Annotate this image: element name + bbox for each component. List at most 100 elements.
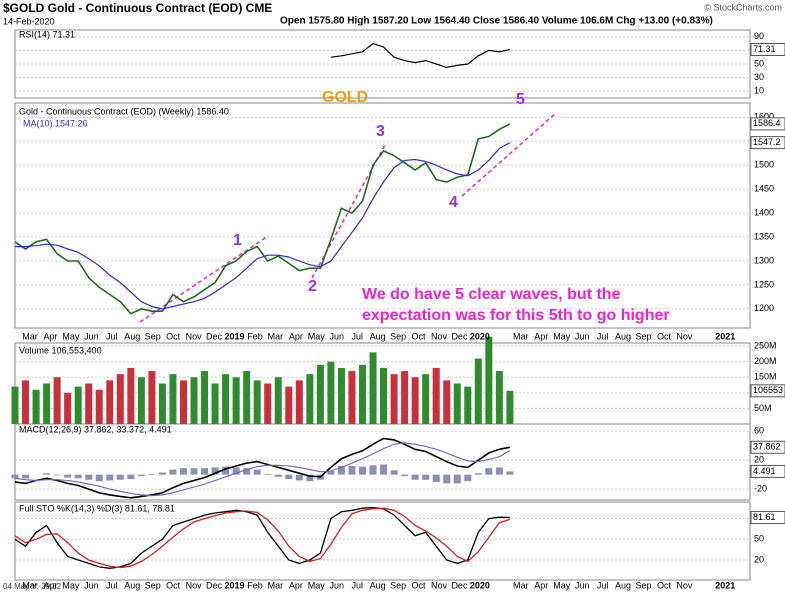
y-tick-label: 150M — [754, 372, 777, 382]
histogram-bar — [95, 474, 103, 482]
volume-bar — [106, 380, 114, 424]
x-tick-label: Oct — [412, 331, 427, 341]
y-tick-label: 50M — [754, 403, 772, 413]
x-tick-label: Jun — [84, 331, 99, 341]
volume-bar — [243, 371, 251, 424]
x-tick-label: Mar — [22, 331, 38, 341]
volume-bar — [495, 371, 503, 424]
y-tick-label: 50 — [754, 58, 764, 68]
histogram-bar — [443, 474, 451, 484]
volume-bar — [158, 383, 166, 424]
x-tick-label: Sep — [145, 331, 161, 341]
legend-label: Full STO %K(14,3) %D(3) 81.61, 78.81 — [19, 503, 175, 513]
volume-bar — [64, 392, 72, 424]
legend-label: Volume 106,553,400 — [19, 345, 102, 355]
x-tick-label: Jun — [329, 580, 344, 590]
x-tick-label: Jun — [575, 331, 590, 341]
legend-label: RSI(14) 71.31 — [19, 29, 75, 39]
y-tick-label: 90 — [754, 31, 764, 41]
y-tick-label: 1450 — [754, 184, 774, 194]
legend-label: MACD(12,26,9) 37.862, 33.372, 4.491 — [19, 424, 172, 434]
volume-bar — [453, 383, 461, 424]
annotation: 3 — [376, 123, 385, 140]
series-line — [14, 442, 511, 497]
x-tick-label: May — [308, 580, 326, 590]
annotation: We do have 5 clear waves, but the — [362, 286, 621, 303]
volume-bar — [337, 367, 345, 424]
volume-bar — [74, 386, 82, 424]
x-tick-label: Aug — [124, 580, 140, 590]
value-box-label: 1586.4 — [753, 118, 781, 128]
y-tick-label: 1300 — [754, 255, 774, 265]
volume-bar — [127, 367, 135, 424]
x-tick-label: Sep — [390, 580, 406, 590]
x-tick-label: Feb — [247, 331, 263, 341]
y-tick-label: 1500 — [754, 160, 774, 170]
histogram-bar — [158, 472, 166, 475]
volume-bar — [380, 367, 388, 424]
volume-bar — [390, 374, 398, 424]
histogram-bar — [401, 474, 409, 477]
x-tick-label: Aug — [370, 331, 386, 341]
value-box — [750, 384, 785, 398]
series-line — [14, 506, 510, 569]
x-tick-label: Apr — [534, 580, 548, 590]
annotation: expectation was for this 5th to go highe… — [362, 307, 670, 324]
x-tick-label: Mar — [22, 580, 38, 590]
value-box-label: 37.862 — [753, 442, 781, 452]
histogram-bar — [380, 464, 388, 475]
histogram-bar — [179, 468, 187, 475]
histogram-bar — [348, 465, 356, 475]
x-tick-label: May — [553, 331, 571, 341]
histogram-bar — [127, 474, 135, 480]
histogram-bar — [327, 471, 335, 475]
x-tick-label: Jul — [351, 331, 363, 341]
x-tick-label: Nov — [676, 580, 693, 590]
volume-bar — [411, 377, 419, 424]
value-box — [750, 510, 785, 524]
series-line — [14, 123, 511, 315]
legend-label: MA(10) 1547.26 — [23, 118, 88, 128]
x-tick-label: 2019 — [224, 580, 244, 590]
histogram-bar — [285, 474, 293, 480]
x-tick-label: Mar — [268, 331, 284, 341]
histogram-bar — [43, 473, 51, 475]
histogram-bar — [74, 474, 82, 479]
value-box — [750, 117, 785, 131]
series-line — [14, 507, 511, 569]
x-tick-label: Dec — [451, 331, 468, 341]
x-tick-label: Jul — [106, 580, 118, 590]
x-tick-label: May — [62, 580, 80, 590]
volume-bar — [432, 367, 440, 424]
x-tick-label: Sep — [635, 331, 651, 341]
x-tick-label: Apr — [534, 331, 548, 341]
histogram-bar — [390, 470, 398, 475]
y-tick-label: 60 — [754, 426, 764, 436]
x-tick-label: Nov — [431, 580, 448, 590]
histogram-bar — [422, 474, 430, 480]
x-tick-label: Dec — [206, 331, 223, 341]
value-box — [750, 464, 785, 478]
histogram-bar — [358, 466, 366, 475]
y-tick-label: 20 — [754, 554, 764, 564]
volume-bar — [85, 383, 93, 424]
series-line — [14, 437, 511, 499]
histogram-bar — [464, 474, 472, 482]
volume-bar — [485, 336, 493, 424]
x-tick-label: 2020 — [470, 331, 490, 341]
histogram-bar — [169, 469, 177, 475]
histogram-bar — [274, 474, 282, 477]
y-tick-label: 1250 — [754, 279, 774, 289]
histogram-bar — [369, 465, 377, 475]
histogram-bar — [295, 474, 303, 481]
annotation: 4 — [449, 194, 458, 211]
volume-bar — [358, 364, 366, 424]
y-tick-label: 1350 — [754, 231, 774, 241]
histogram-bar — [264, 473, 272, 475]
x-tick-label: May — [308, 331, 326, 341]
volume-bar — [169, 374, 177, 424]
x-tick-label: Nov — [676, 331, 693, 341]
series-line — [330, 42, 511, 69]
x-tick-label: Jun — [84, 580, 99, 590]
